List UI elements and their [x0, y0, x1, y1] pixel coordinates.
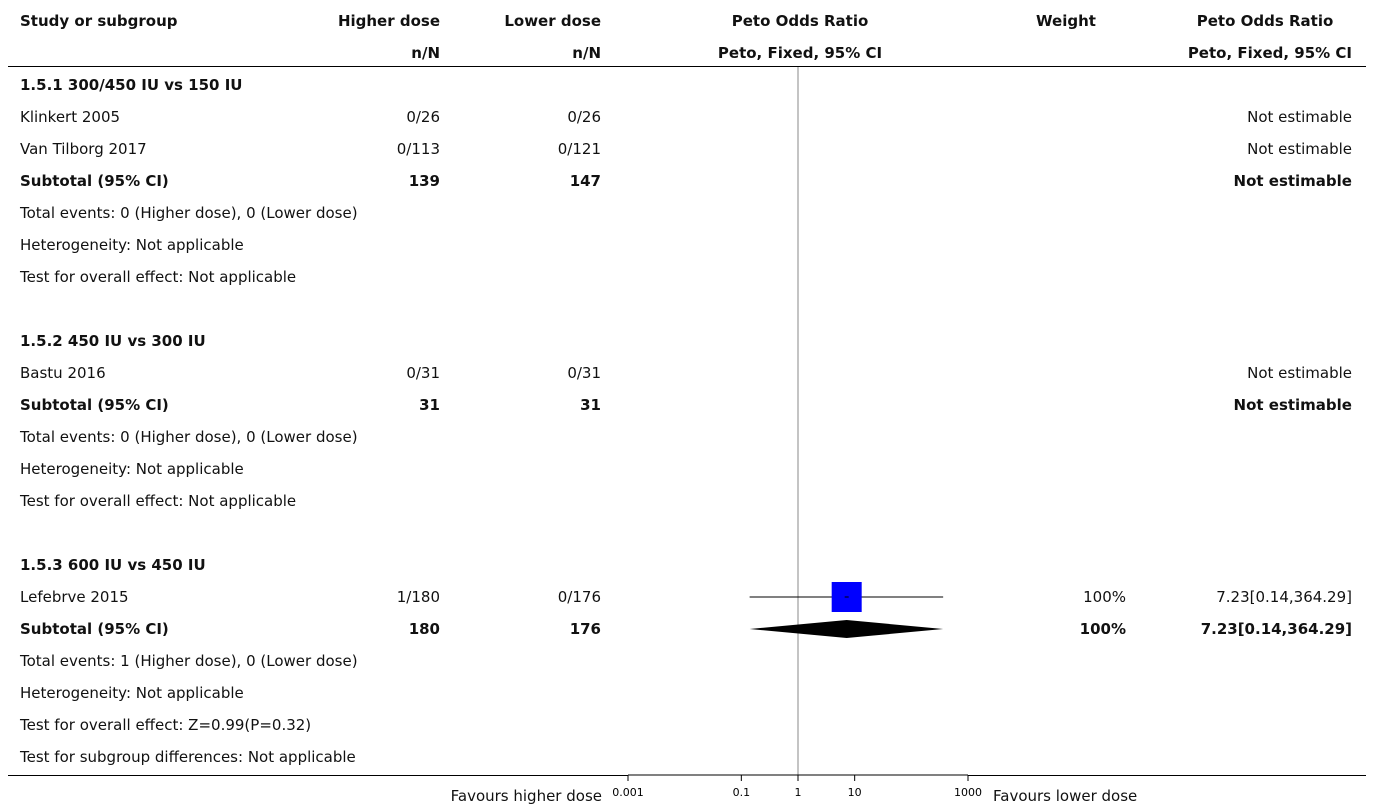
lower-dose-value: 0/176 [557, 588, 601, 606]
ci-value: Not estimable [1247, 140, 1352, 158]
header-higher-dose: Higher dose [337, 12, 440, 30]
ci-value: Not estimable [1233, 172, 1352, 190]
study-name: Bastu 2016 [20, 364, 106, 382]
ci-value: Not estimable [1233, 396, 1352, 414]
note-text: Heterogeneity: Not applicable [20, 236, 244, 254]
header-peto-plot-sub: Peto, Fixed, 95% CI [717, 44, 883, 62]
note-text: Test for subgroup differences: Not appli… [20, 748, 356, 766]
lower-dose-value: 0/26 [567, 108, 601, 126]
lower-dose-value: 0/31 [567, 364, 601, 382]
subgroup-title: 1.5.2 450 IU vs 300 IU [20, 332, 206, 350]
bottom-divider-left [8, 775, 628, 776]
lower-dose-value: 31 [580, 396, 601, 414]
x-tick-label: 10 [848, 786, 862, 799]
ci-value: Not estimable [1247, 364, 1352, 382]
ci-value: 7.23[0.14,364.29] [1216, 588, 1352, 606]
higher-dose-value: 0/26 [406, 108, 440, 126]
favours-lower-label: Favours lower dose [993, 787, 1138, 805]
note-text: Total events: 1 (Higher dose), 0 (Lower … [20, 652, 358, 670]
subtotal-diamond [749, 620, 944, 638]
header-peto-plot: Peto Odds Ratio [731, 12, 869, 30]
subgroup-title: 1.5.1 300/450 IU vs 150 IU [20, 76, 243, 94]
lower-dose-value: 176 [569, 620, 601, 638]
subtotal-label: Subtotal (95% CI) [20, 620, 169, 638]
higher-dose-value: 1/180 [396, 588, 440, 606]
note-text: Heterogeneity: Not applicable [20, 460, 244, 478]
x-tick-label: 0.001 [612, 786, 644, 799]
subgroup-title: 1.5.3 600 IU vs 450 IU [20, 556, 206, 574]
subtotal-label: Subtotal (95% CI) [20, 172, 169, 190]
x-tick-label: 1 [795, 786, 802, 799]
higher-dose-value: 0/113 [396, 140, 440, 158]
header-divider [8, 66, 1366, 67]
higher-dose-value: 0/31 [406, 364, 440, 382]
study-name: Lefebrve 2015 [20, 588, 129, 606]
subtotal-label: Subtotal (95% CI) [20, 396, 169, 414]
lower-dose-value: 147 [569, 172, 601, 190]
bottom-divider-right [968, 775, 1366, 776]
x-tick-label: 1000 [954, 786, 982, 799]
favours-higher-label: Favours higher dose [450, 787, 602, 805]
higher-dose-value: 180 [408, 620, 440, 638]
note-text: Test for overall effect: Not applicable [20, 268, 297, 286]
header-lower-dose-sub: n/N [572, 44, 601, 62]
weight-value: 100% [1079, 620, 1126, 638]
ci-value: 7.23[0.14,364.29] [1200, 620, 1352, 638]
header-peto-text-sub: Peto, Fixed, 95% CI [1187, 44, 1352, 62]
note-text: Heterogeneity: Not applicable [20, 684, 244, 702]
study-name: Van Tilborg 2017 [20, 140, 147, 158]
header-weight: Weight [1036, 12, 1096, 30]
study-name: Klinkert 2005 [20, 108, 121, 126]
weight-value: 100% [1083, 588, 1126, 606]
header-lower-dose: Lower dose [504, 12, 601, 30]
note-text: Test for overall effect: Not applicable [20, 492, 297, 510]
note-text: Total events: 0 (Higher dose), 0 (Lower … [20, 428, 358, 446]
higher-dose-value: 31 [419, 396, 440, 414]
higher-dose-value: 139 [408, 172, 440, 190]
header-peto-text: Peto Odds Ratio [1196, 12, 1334, 30]
note-text: Test for overall effect: Z=0.99(P=0.32) [20, 716, 312, 734]
lower-dose-value: 0/121 [557, 140, 601, 158]
header-study: Study or subgroup [20, 12, 178, 30]
header-higher-dose-sub: n/N [411, 44, 440, 62]
ci-value: Not estimable [1247, 108, 1352, 126]
x-tick-label: 0.1 [733, 786, 751, 799]
note-text: Total events: 0 (Higher dose), 0 (Lower … [20, 204, 358, 222]
